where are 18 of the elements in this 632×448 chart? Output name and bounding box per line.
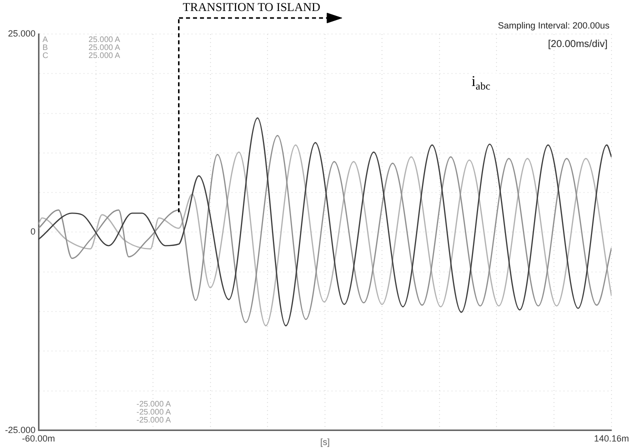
annotation: -25.000 A	[136, 400, 172, 409]
y-tick-label: 25.000	[8, 28, 36, 38]
annotation: A	[42, 35, 49, 44]
x-axis-title: [s]	[320, 437, 330, 448]
text: Sampling Interval: 200.00us	[498, 20, 610, 30]
ref-line-label: TRANSITION TO ISLAND	[182, 0, 321, 14]
y-tick-label: -25.000	[4, 424, 36, 435]
annotation: -25.000 A	[136, 416, 172, 425]
y-tick-label: 0	[30, 226, 36, 237]
x-tick-label: -60.00m	[22, 433, 56, 444]
annotation: [20.00ms/div]	[548, 38, 608, 50]
annotation: 25.000 A	[88, 35, 121, 44]
annotation: 25.000 A	[88, 43, 121, 52]
x-tick-label: 140.16m	[594, 433, 630, 444]
annotation: -25.000 A	[136, 408, 172, 417]
annotation: C	[42, 51, 49, 60]
annotation: B	[42, 43, 48, 52]
annotation: 25.000 A	[88, 51, 121, 60]
